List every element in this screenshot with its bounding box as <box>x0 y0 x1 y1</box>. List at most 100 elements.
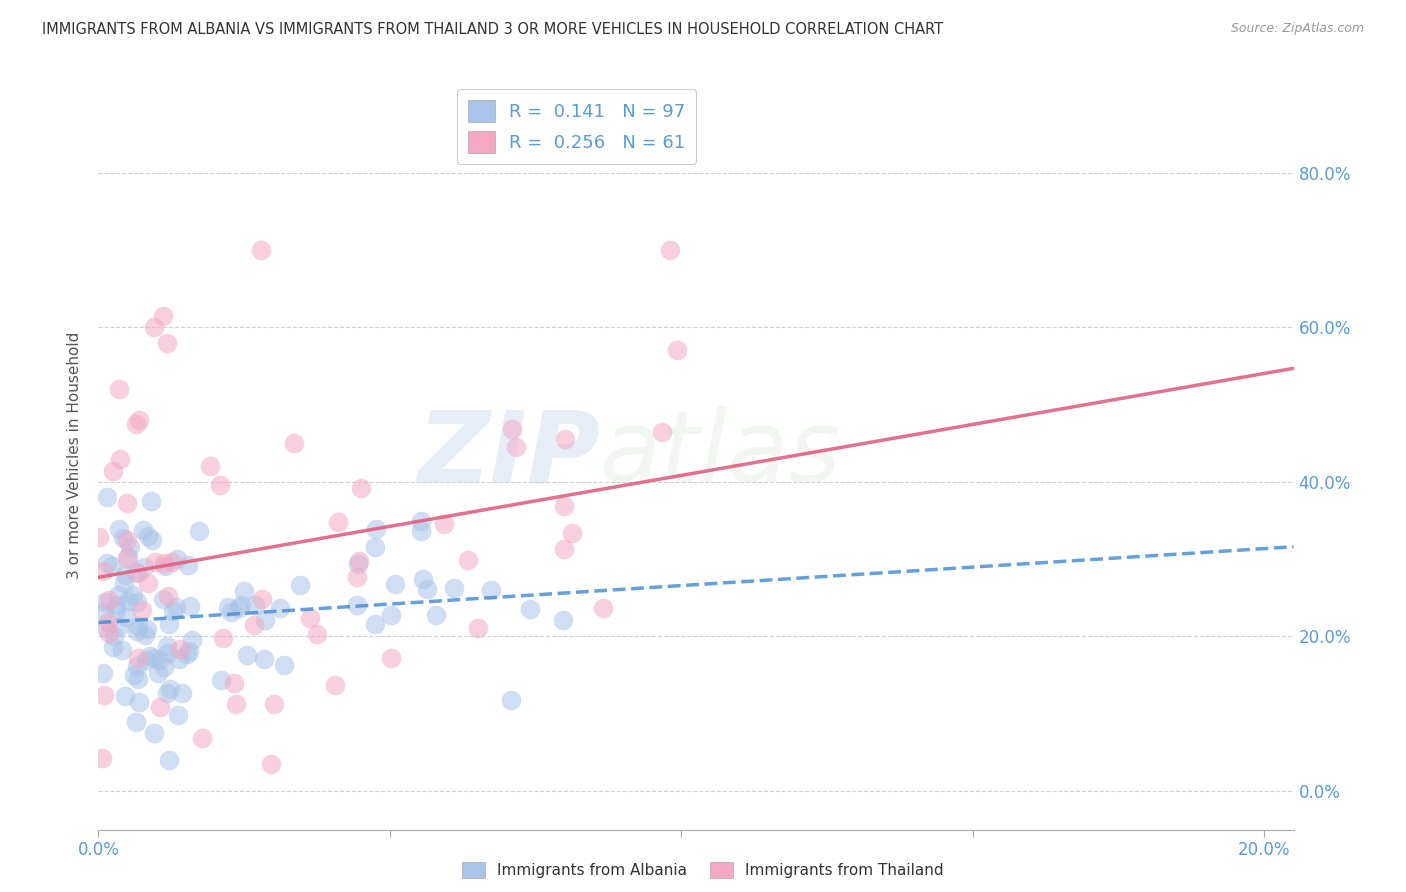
Point <box>198 458 221 473</box>
Point <box>252 592 274 607</box>
Point <box>127 659 149 673</box>
Point <box>142 651 165 665</box>
Point <box>346 599 368 613</box>
Point <box>141 533 163 547</box>
Point <box>243 598 266 612</box>
Point <box>217 600 239 615</box>
Point <box>228 601 250 615</box>
Point <box>132 524 155 538</box>
Point <box>457 553 479 567</box>
Point <box>592 601 614 615</box>
Point <box>153 558 176 573</box>
Point <box>347 557 370 571</box>
Point <box>114 609 136 624</box>
Point <box>479 583 502 598</box>
Point <box>177 644 200 658</box>
Point <box>551 613 574 627</box>
Point <box>156 335 179 350</box>
Point <box>108 451 131 466</box>
Point <box>364 540 387 554</box>
Point <box>209 673 232 688</box>
Point <box>553 499 575 513</box>
Point <box>93 688 115 702</box>
Point <box>125 595 148 609</box>
Point <box>658 244 681 258</box>
Point <box>117 551 139 566</box>
Point <box>93 605 115 619</box>
Point <box>115 496 138 510</box>
Text: atlas: atlas <box>600 407 842 503</box>
Point <box>125 417 148 431</box>
Point <box>111 532 134 546</box>
Point <box>298 611 321 625</box>
Point <box>153 660 176 674</box>
Point <box>505 440 527 454</box>
Point <box>384 577 406 591</box>
Point <box>236 648 259 662</box>
Point <box>411 514 433 528</box>
Point <box>101 640 124 654</box>
Point <box>443 582 465 596</box>
Point <box>380 607 402 622</box>
Point <box>117 594 139 608</box>
Point <box>90 751 112 765</box>
Point <box>190 731 212 745</box>
Point <box>156 639 179 653</box>
Point <box>553 541 575 556</box>
Point <box>170 685 193 699</box>
Point <box>188 524 211 538</box>
Point <box>416 582 439 596</box>
Point <box>143 555 166 569</box>
Point <box>131 603 153 617</box>
Point <box>219 605 242 619</box>
Point <box>112 576 135 591</box>
Point <box>651 425 673 439</box>
Point <box>107 620 129 634</box>
Point <box>346 570 368 584</box>
Point <box>222 676 245 690</box>
Point <box>125 565 148 579</box>
Point <box>128 413 150 427</box>
Point <box>176 648 198 662</box>
Point <box>326 515 349 529</box>
Point <box>135 653 157 667</box>
Point <box>305 627 328 641</box>
Point <box>115 533 138 548</box>
Point <box>273 657 295 672</box>
Point <box>152 309 174 323</box>
Point <box>519 602 541 616</box>
Point <box>160 555 183 569</box>
Point <box>101 465 124 479</box>
Point <box>350 481 373 495</box>
Point <box>253 652 276 666</box>
Point <box>94 595 117 609</box>
Legend: Immigrants from Albania, Immigrants from Thailand: Immigrants from Albania, Immigrants from… <box>456 856 950 884</box>
Point <box>105 603 128 617</box>
Point <box>323 678 346 692</box>
Point <box>181 632 204 647</box>
Point <box>138 649 160 664</box>
Point <box>141 494 163 508</box>
Point <box>412 572 434 586</box>
Point <box>208 478 231 492</box>
Point <box>107 522 129 536</box>
Point <box>125 714 148 729</box>
Point <box>98 593 121 607</box>
Point <box>94 621 117 635</box>
Point <box>127 673 149 687</box>
Point <box>127 566 149 580</box>
Point <box>103 628 125 642</box>
Point <box>250 244 273 258</box>
Point <box>263 698 285 712</box>
Point <box>118 540 141 554</box>
Point <box>501 422 523 436</box>
Point <box>107 588 129 602</box>
Point <box>380 651 402 665</box>
Point <box>152 592 174 607</box>
Point <box>114 689 136 703</box>
Point <box>165 600 187 615</box>
Point <box>425 608 447 623</box>
Y-axis label: 3 or more Vehicles in Household: 3 or more Vehicles in Household <box>67 331 83 579</box>
Point <box>233 584 256 599</box>
Point <box>134 628 156 642</box>
